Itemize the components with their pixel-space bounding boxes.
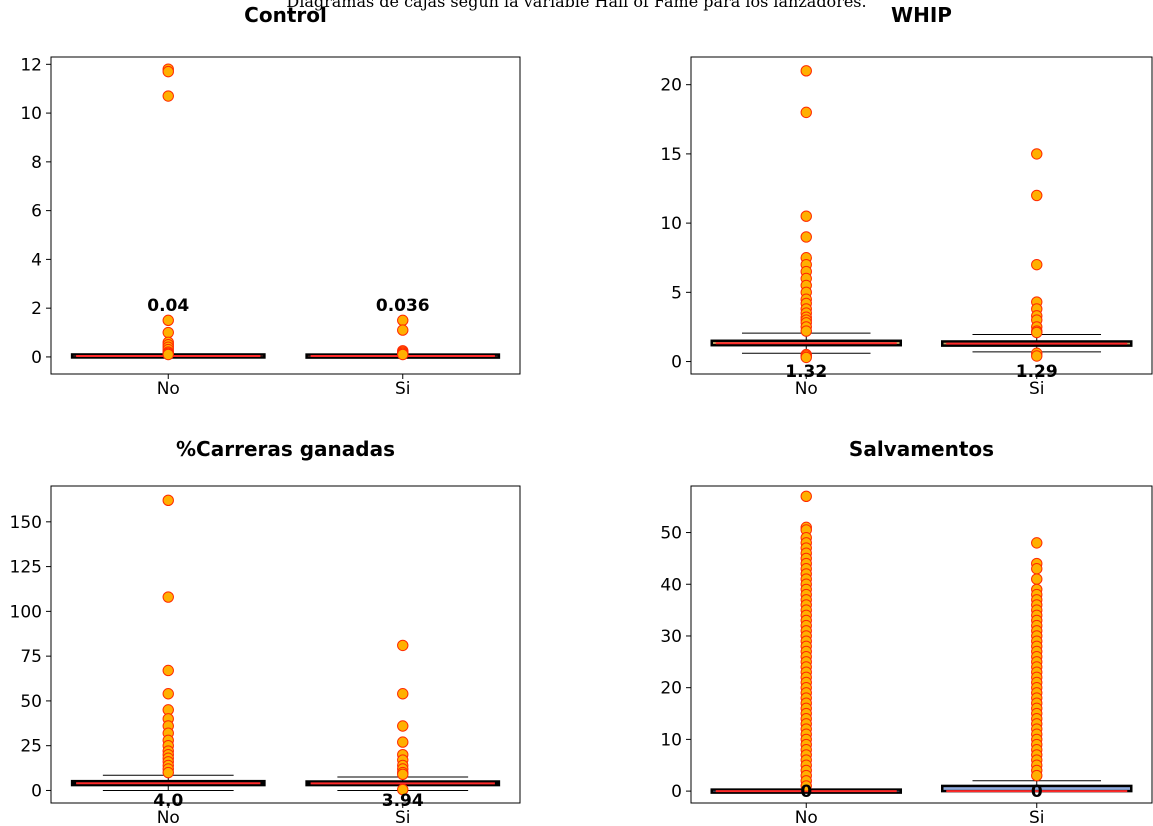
median-value-label: 0.04 bbox=[147, 296, 189, 316]
chart-title: Control bbox=[244, 3, 327, 27]
y-tick-label: 20 bbox=[660, 679, 682, 699]
outlier-point bbox=[800, 106, 812, 119]
y-tick-label: 50 bbox=[660, 524, 682, 544]
outlier-point bbox=[800, 231, 812, 243]
median-value-label: 4.0 bbox=[153, 791, 183, 811]
chart-title: WHIP bbox=[891, 3, 952, 27]
outlier-point bbox=[162, 65, 174, 78]
outlier-point bbox=[1031, 326, 1043, 339]
chart-title: %Carreras ganadas bbox=[176, 437, 395, 461]
y-tick-label: 30 bbox=[660, 627, 682, 647]
outlier-point bbox=[800, 351, 812, 364]
outlier-point bbox=[397, 783, 409, 796]
y-tick-label: 10 bbox=[660, 214, 682, 234]
outlier-point bbox=[397, 314, 409, 327]
outlier-point bbox=[1031, 537, 1043, 549]
chart-panel-4: Salvamentos 0 10 20 30 40 50 No Si 0 0 bbox=[660, 437, 1153, 826]
y-tick-label: 0 bbox=[671, 782, 682, 802]
y-tick-label: 0 bbox=[31, 781, 42, 801]
outlier-point bbox=[162, 348, 174, 361]
outlier-point bbox=[162, 326, 174, 339]
x-tick-label: Si bbox=[395, 808, 411, 826]
y-tick-label: 2 bbox=[31, 299, 42, 319]
outlier-point bbox=[800, 490, 812, 503]
plot-frame bbox=[50, 56, 521, 375]
x-tick-label: No bbox=[795, 379, 818, 399]
y-tick-label: 4 bbox=[31, 250, 42, 270]
x-tick-label: Si bbox=[1029, 808, 1045, 826]
outlier-point bbox=[397, 639, 409, 652]
plot-frame bbox=[690, 485, 1153, 804]
outlier-point bbox=[1031, 148, 1043, 160]
outlier-point bbox=[162, 766, 174, 779]
outlier-point bbox=[162, 494, 174, 507]
median-value-label: 3.94 bbox=[382, 791, 424, 811]
y-tick-label: 0 bbox=[31, 348, 42, 368]
median-value-label: 1.29 bbox=[1016, 362, 1058, 382]
y-tick-label: 50 bbox=[20, 692, 42, 712]
y-tick-label: 125 bbox=[10, 558, 42, 578]
outlier-point bbox=[397, 688, 409, 700]
y-tick-label: 40 bbox=[660, 575, 682, 595]
outlier-point bbox=[162, 664, 174, 677]
outlier-point bbox=[1031, 769, 1043, 782]
median-value-label: 1.32 bbox=[785, 362, 827, 382]
y-tick-label: 12 bbox=[20, 55, 42, 75]
outlier-point bbox=[397, 348, 409, 361]
y-tick-label: 150 bbox=[10, 513, 42, 533]
chart-panel-2: WHIP 0 5 10 15 20 No Si 1.32 1.29 bbox=[660, 3, 1153, 399]
outlier-point bbox=[162, 314, 174, 327]
plot-frame bbox=[690, 56, 1153, 375]
x-tick-label: No bbox=[157, 808, 180, 826]
outlier-point bbox=[397, 768, 409, 781]
outlier-point bbox=[800, 325, 812, 337]
y-tick-label: 8 bbox=[31, 153, 42, 173]
chart-title: Salvamentos bbox=[849, 437, 994, 461]
y-tick-label: 100 bbox=[10, 602, 42, 622]
x-tick-label: Si bbox=[395, 379, 411, 399]
chart-panel-1: Control 0 2 4 6 8 10 12 No Si 0.04 0.036 bbox=[20, 3, 521, 399]
outlier-point bbox=[1031, 189, 1043, 202]
outlier-point bbox=[162, 688, 174, 700]
median-value-label: 0.036 bbox=[376, 296, 430, 316]
outlier-point bbox=[1031, 258, 1043, 271]
x-tick-label: No bbox=[795, 808, 818, 826]
y-tick-label: 10 bbox=[660, 730, 682, 750]
outlier-point bbox=[1031, 350, 1043, 362]
outlier-point bbox=[800, 65, 812, 77]
y-tick-label: 0 bbox=[671, 353, 682, 373]
x-tick-label: Si bbox=[1029, 379, 1045, 399]
outlier-point bbox=[397, 324, 409, 336]
outlier-point bbox=[162, 90, 174, 102]
outlier-point bbox=[397, 736, 409, 748]
x-tick-label: No bbox=[157, 379, 180, 399]
outlier-point bbox=[162, 591, 174, 603]
outlier-point bbox=[800, 210, 812, 222]
median-value-label: 0 bbox=[800, 782, 812, 802]
y-tick-label: 15 bbox=[660, 145, 682, 165]
outlier-point bbox=[1031, 573, 1043, 585]
figure-caption: Diagramas de cajas según la variable Hal… bbox=[286, 0, 867, 11]
y-tick-label: 5 bbox=[671, 283, 682, 303]
y-tick-label: 25 bbox=[20, 737, 42, 757]
median-value-label: 0 bbox=[1031, 782, 1043, 802]
outlier-point bbox=[800, 780, 812, 792]
y-tick-label: 20 bbox=[660, 76, 682, 96]
plot-frame bbox=[50, 485, 521, 804]
y-tick-label: 10 bbox=[20, 104, 42, 124]
y-tick-label: 75 bbox=[20, 647, 42, 667]
outlier-point bbox=[397, 720, 409, 732]
chart-panel-3: %Carreras ganadas 0 25 50 75 100 125 150 No Si 4.0… bbox=[10, 437, 521, 826]
y-tick-label: 6 bbox=[31, 202, 42, 222]
outlier-point bbox=[1031, 563, 1043, 575]
